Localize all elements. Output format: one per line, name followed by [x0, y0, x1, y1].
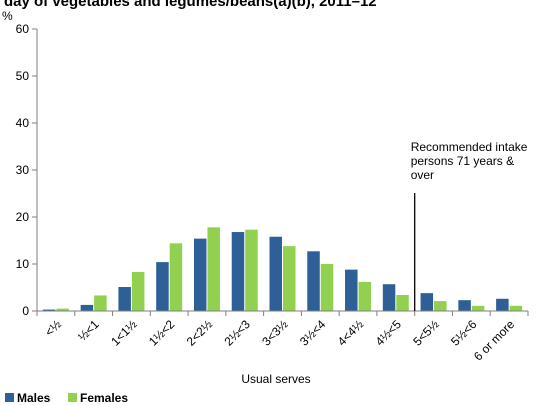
bar-males-1 [80, 304, 94, 311]
x-tick-label: ½<1 [75, 317, 102, 344]
legend-swatch-males [5, 393, 14, 402]
y-tick-label: 10 [16, 257, 30, 271]
annotation-text-line: over [411, 168, 434, 182]
annotation-text-line: persons 71 years & [411, 154, 514, 168]
y-tick-label: 50 [16, 69, 30, 83]
bar-females-9 [396, 295, 409, 311]
bar-females-10 [434, 301, 447, 311]
x-tick-label: 1<1½ [108, 317, 139, 348]
bar-males-9 [382, 284, 396, 311]
bar-females-1 [94, 295, 107, 311]
bar-males-10 [420, 293, 434, 311]
bar-males-4 [193, 238, 207, 311]
y-tick-label: 20 [16, 210, 30, 224]
bar-males-2 [118, 287, 131, 311]
bar-males-11 [458, 300, 471, 311]
legend-swatch-females [68, 393, 77, 402]
bar-females-11 [471, 305, 485, 311]
x-tick-label: 3<3½ [259, 317, 290, 348]
y-axis-unit-label: % [2, 9, 13, 23]
legend: Males Females [5, 391, 128, 405]
bar-males-8 [345, 269, 358, 311]
bar-females-2 [131, 271, 145, 311]
annotation-text-line: Recommended intake [411, 140, 528, 154]
chart-title: day of vegetables and legumes/beans(a)(b… [4, 0, 377, 10]
bar-males-5 [231, 232, 245, 311]
y-tick-label: 30 [16, 163, 30, 177]
x-tick-label: 2<2½ [184, 317, 215, 348]
legend-label-females: Females [80, 391, 128, 405]
bar-females-4 [207, 227, 220, 311]
x-tick-label: 5½<6 [448, 317, 480, 349]
y-axis: 0 10 20 30 40 50 60 [16, 22, 38, 318]
bar-females-5 [245, 229, 258, 311]
bar-males-12 [496, 298, 509, 311]
y-tick-label: 40 [16, 116, 30, 130]
x-axis-label: Usual serves [241, 372, 310, 386]
bar-females-0 [56, 308, 69, 311]
x-tick-label: 4<4½ [335, 317, 366, 348]
bar-males-3 [156, 262, 169, 311]
x-tick-label: 3½<4 [297, 317, 329, 349]
x-tick-label: 5<5½ [410, 317, 441, 348]
bar-males-0 [42, 309, 56, 311]
x-tick-label: <½ [42, 317, 64, 339]
y-tick-label: 0 [22, 304, 29, 318]
bar-males-7 [307, 251, 320, 311]
bar-females-8 [358, 281, 372, 311]
bar-series-group [42, 227, 523, 311]
y-tick-label: 60 [16, 22, 30, 36]
bar-males-6 [269, 236, 282, 311]
bar-females-12 [509, 305, 523, 311]
x-axis: <½ ½<1 1<1½ 1½<2 2<2½ 2½<3 3<3½ 3½<4 4<4½ 4½<5 5<5… [36, 310, 529, 363]
x-tick-label: 2½<3 [221, 317, 253, 349]
x-tick-label: 4½<5 [373, 317, 405, 349]
bar-females-7 [320, 264, 334, 311]
legend-label-males: Males [17, 391, 51, 405]
bar-females-6 [283, 246, 296, 311]
x-tick-label: 6 or more [471, 317, 517, 363]
bar-females-3 [169, 243, 183, 311]
x-tick-label: 1½<2 [146, 317, 178, 349]
